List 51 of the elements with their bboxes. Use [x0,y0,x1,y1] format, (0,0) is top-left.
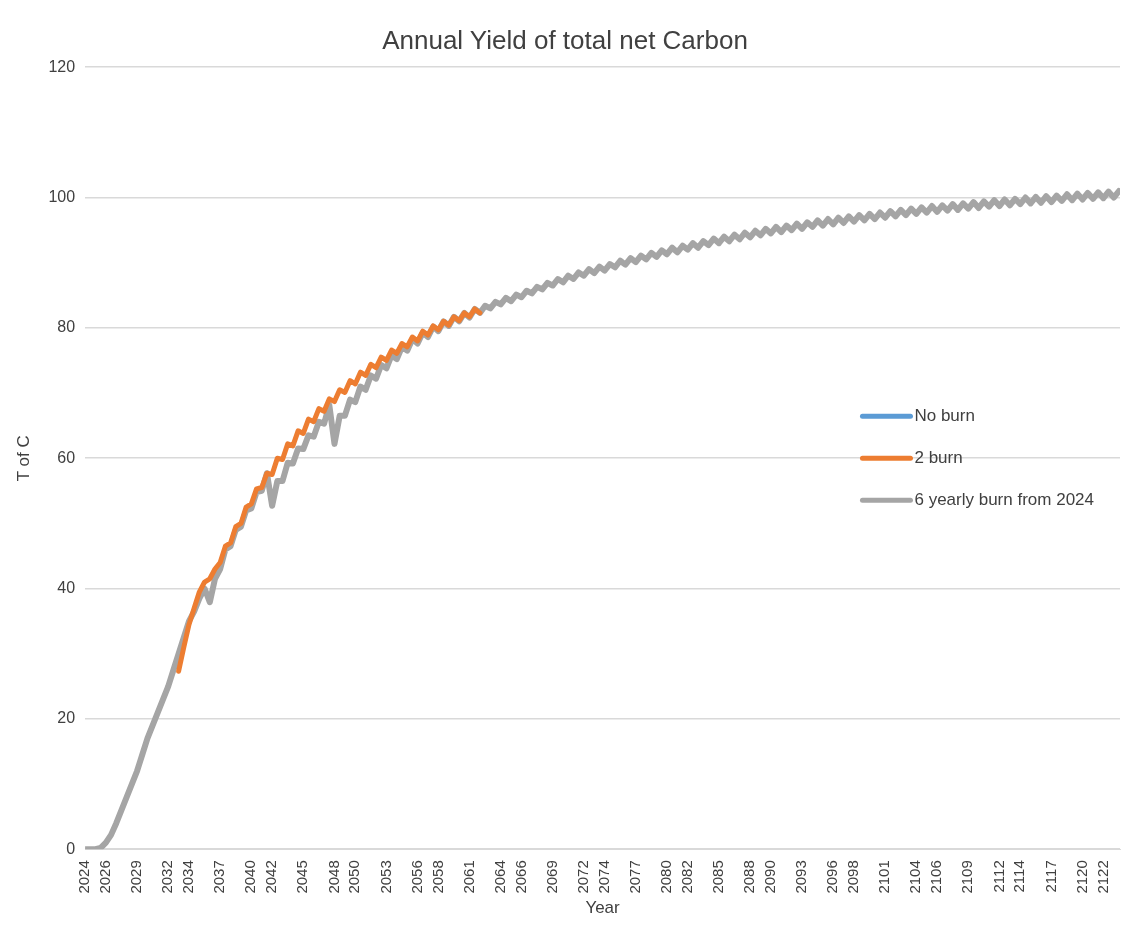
x-tick-label: 2106 [927,860,945,894]
legend-label: 2 burn [914,447,963,467]
x-tick-label: 2024 [75,860,93,894]
x-tick-label: 2090 [761,860,779,894]
x-tick-label: 2101 [875,860,893,894]
x-tick-label: 2120 [1072,860,1090,894]
y-tick-label: 40 [57,578,76,596]
x-tick-label: 2069 [542,860,560,894]
x-tick-label: 2082 [677,860,695,894]
x-tick-label: 2037 [210,860,228,894]
x-tick-label: 2061 [459,860,477,894]
x-tick-label: 2048 [324,860,342,894]
x-tick-label: 2088 [740,860,758,894]
x-tick-label: 2045 [293,860,311,894]
x-tick-label: 2050 [345,860,363,894]
x-tick-label: 2058 [428,860,446,894]
x-tick-label: 2104 [906,860,924,894]
x-tick-label: 2114 [1010,860,1028,893]
x-tick-label: 2077 [625,860,643,894]
y-tick-label: 120 [48,57,76,75]
y-tick-label: 100 [48,187,76,205]
y-tick-label: 20 [57,709,76,727]
x-axis-title: Year [585,898,621,918]
x-tick-label: 2117 [1041,860,1059,893]
x-tick-label: 2080 [657,860,675,894]
y-tick-label: 0 [66,839,76,857]
x-tick-label: 2098 [844,860,862,894]
x-tick-label: 2085 [709,860,727,894]
x-tick-label: 2026 [96,860,114,894]
legend-label: No burn [914,405,975,425]
x-tick-label: 2066 [511,860,529,894]
y-axis-title: T of C [13,435,33,482]
legend-label: 6 yearly burn from 2024 [914,489,1095,509]
x-tick-label: 2056 [407,860,425,894]
y-tick-label: 80 [57,318,76,336]
y-tick-label: 60 [57,448,76,466]
x-tick-label: 2034 [179,860,197,894]
x-tick-label: 2074 [594,860,612,894]
x-tick-label: 2109 [958,860,976,894]
x-tick-label: 2122 [1093,860,1111,894]
x-tick-label: 2029 [127,860,145,894]
x-tick-label: 2042 [262,860,280,894]
x-tick-label: 2040 [241,860,259,894]
x-tick-label: 2053 [376,860,394,894]
x-tick-label: 2096 [823,860,841,894]
x-tick-label: 2112 [989,860,1007,893]
chart-title: Annual Yield of total net Carbon [382,24,748,55]
x-tick-label: 2064 [490,860,508,894]
x-tick-label: 2032 [158,860,176,894]
x-tick-label: 2072 [573,860,591,894]
x-tick-label: 2093 [792,860,810,894]
